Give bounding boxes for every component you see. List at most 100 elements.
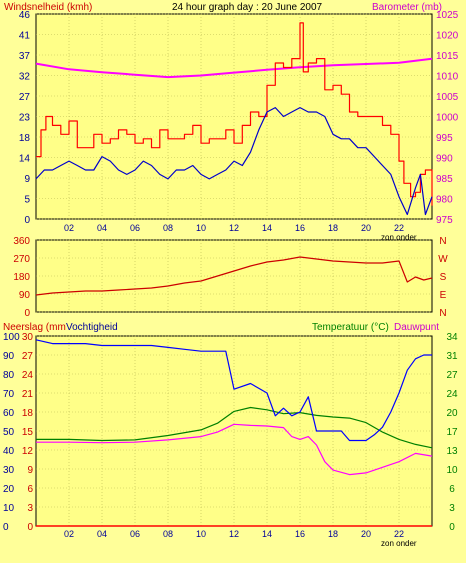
dewpoint-line	[36, 423, 433, 476]
x-tick-label-bottom: 22	[394, 529, 404, 539]
barometer-tick-label: 1005	[436, 92, 459, 103]
x-tick-label-bottom: 14	[262, 529, 272, 539]
humidity-tick-label: 100	[3, 332, 20, 343]
barometer-tick-label: 985	[436, 174, 453, 185]
barometer-tick-label: 975	[436, 215, 453, 226]
compass-label: N	[439, 308, 446, 319]
wind-speed-tick-label: 41	[19, 31, 31, 42]
x-tick-label-bottom: 18	[328, 529, 338, 539]
wind-speed-tick-label: 27	[19, 92, 31, 103]
wind-speed-tick-label: 18	[19, 133, 31, 144]
wind-direction-line	[35, 256, 433, 296]
rain-tick-label: 3	[27, 503, 33, 514]
barometer-tick-label: 1000	[436, 113, 459, 124]
barometer-header-label: Barometer (mb)	[372, 2, 442, 13]
temperature-tick-label: 6	[449, 484, 455, 495]
barometer-tick-label: 995	[436, 133, 453, 144]
wind-speed-tick-label: 9	[24, 174, 30, 185]
wind-speed-tick-label: 32	[19, 72, 31, 83]
humidity-tick-label: 20	[3, 484, 15, 495]
barometer-tick-label: 1010	[436, 72, 459, 83]
rain-tick-label: 9	[27, 465, 33, 476]
direction-tick-label: 360	[13, 236, 30, 247]
axis-labels: 0202040406060808101012121414161618182020…	[3, 10, 459, 539]
humidity-line	[35, 339, 432, 442]
x-tick-label-top: 22	[394, 223, 404, 233]
temperature-tick-label: 20	[446, 408, 458, 419]
humidity-tick-label: 50	[3, 427, 15, 438]
barometer-line	[35, 57, 433, 79]
barometer-tick-label: 990	[436, 154, 453, 165]
humidity-tick-label: 60	[3, 408, 15, 419]
barometer-tick-label: 1020	[436, 31, 459, 42]
x-tick-label-bottom: 06	[130, 529, 140, 539]
wind-average-line	[35, 107, 433, 216]
rain-tick-label: 18	[22, 408, 34, 419]
temperature-tick-label: 17	[446, 427, 458, 438]
wind-speed-tick-label: 23	[19, 113, 31, 124]
x-tick-label-top: 02	[64, 223, 74, 233]
humidity-tick-label: 10	[3, 503, 15, 514]
temperature-tick-label: 10	[446, 465, 458, 476]
x-tick-label-top: 16	[295, 223, 305, 233]
dewpoint-label: Dauwpunt	[394, 322, 439, 333]
x-tick-label-top: 04	[97, 223, 107, 233]
x-tick-label-top: 06	[130, 223, 140, 233]
x-tick-label-bottom: 04	[97, 529, 107, 539]
temperature-tick-label: 34	[446, 332, 458, 343]
rain-tick-label: 24	[22, 370, 34, 381]
x-tick-label-bottom: 16	[295, 529, 305, 539]
x-tick-label-top: 10	[196, 223, 206, 233]
rain-tick-label: 6	[27, 484, 33, 495]
compass-label: N	[439, 236, 446, 247]
temperature-tick-label: 0	[449, 522, 455, 533]
sunset-label-top: zon onder	[381, 233, 417, 242]
rain-tick-label: 21	[22, 389, 34, 400]
humidity-tick-label: 0	[3, 522, 9, 533]
humidity-tick-label: 70	[3, 389, 15, 400]
rain-label: Neerslag (mm	[3, 322, 66, 333]
temperature-tick-label: 31	[446, 351, 458, 362]
barometer-tick-label: 980	[436, 195, 453, 206]
temperature-tick-label: 3	[449, 503, 455, 514]
x-tick-label-top: 14	[262, 223, 272, 233]
humidity-label: Vochtigheid	[66, 322, 118, 333]
direction-tick-label: 90	[19, 290, 31, 301]
humidity-tick-label: 80	[3, 370, 15, 381]
humidity-tick-label: 90	[3, 351, 15, 362]
direction-tick-label: 180	[13, 272, 30, 283]
x-tick-label-bottom: 12	[229, 529, 239, 539]
humidity-tick-label: 30	[3, 465, 15, 476]
temperature-tick-label: 27	[446, 370, 458, 381]
direction-tick-label: 270	[13, 254, 30, 265]
x-tick-label-top: 12	[229, 223, 239, 233]
barometer-tick-label: 1025	[436, 10, 459, 21]
grid-lines	[36, 13, 432, 527]
rain-tick-label: 0	[27, 522, 33, 533]
sunset-label-bottom: zon onder	[381, 539, 417, 548]
direction-tick-label: 0	[24, 308, 30, 319]
wind-speed-tick-label: 5	[24, 195, 30, 206]
humidity-tick-label: 40	[3, 446, 15, 457]
x-tick-label-top: 18	[328, 223, 338, 233]
rain-tick-label: 12	[22, 446, 34, 457]
x-tick-label-top: 20	[361, 223, 371, 233]
rain-tick-label: 15	[22, 427, 34, 438]
x-tick-label-bottom: 10	[196, 529, 206, 539]
wind-speed-header-label: Windsnelheid (kmh)	[4, 2, 92, 13]
x-tick-label-bottom: 02	[64, 529, 74, 539]
wind-speed-tick-label: 37	[19, 51, 31, 62]
temperature-label: Temperatuur (°C)	[312, 322, 389, 333]
barometer-tick-label: 1015	[436, 51, 459, 62]
wind-speed-tick-label: 14	[19, 154, 31, 165]
rain-tick-label: 27	[22, 351, 34, 362]
rain-tick-label: 30	[22, 332, 34, 343]
x-tick-label-top: 08	[163, 223, 173, 233]
temperature-tick-label: 13	[446, 446, 458, 457]
x-tick-label-bottom: 08	[163, 529, 173, 539]
compass-label: E	[440, 290, 447, 301]
wind-gust-line	[36, 22, 433, 206]
compass-label: S	[440, 272, 447, 283]
x-tick-label-bottom: 20	[361, 529, 371, 539]
